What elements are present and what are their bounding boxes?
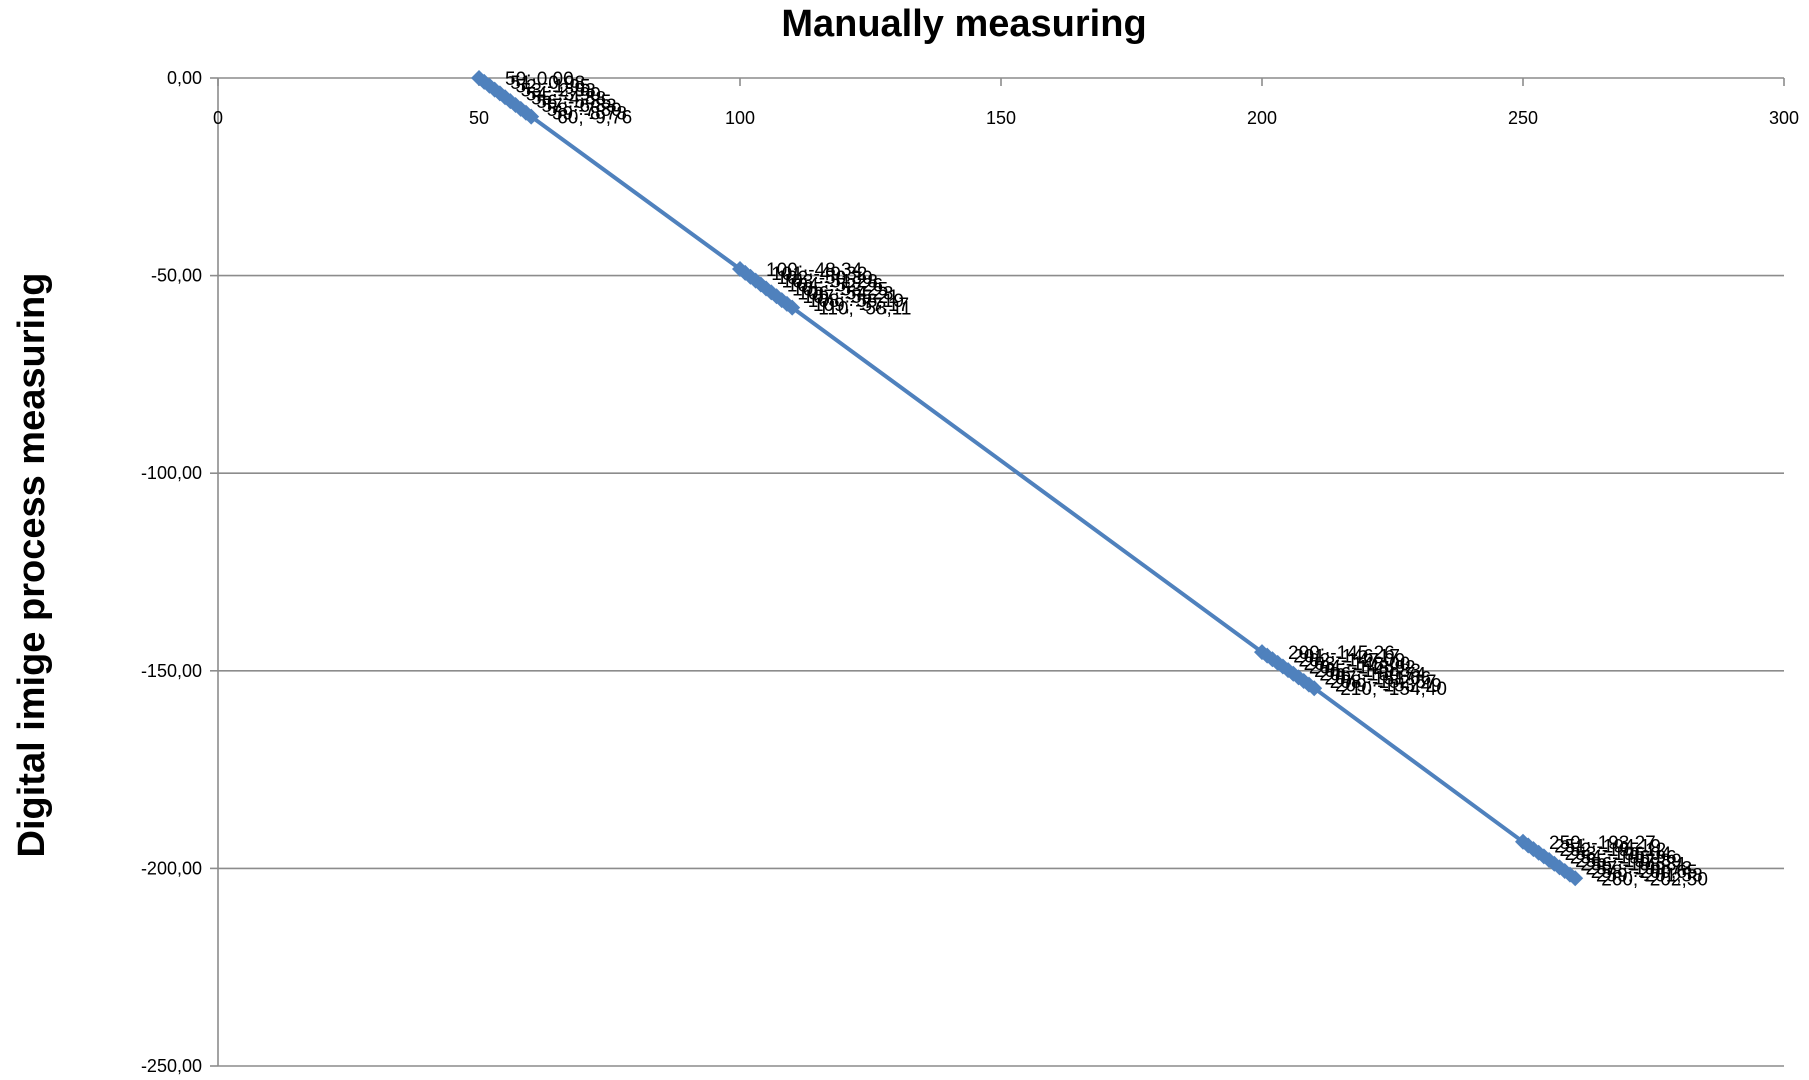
y-tick-label: -50,00 — [151, 266, 202, 286]
data-label: 108; -56,19 — [808, 291, 904, 312]
x-tick-label: 50 — [469, 108, 489, 128]
data-label: 253; -196,04 — [1565, 844, 1672, 865]
data-label: 103; -51,28 — [782, 272, 878, 293]
data-label: 206; -150,74 — [1319, 665, 1426, 686]
data-label: 209; -153,49 — [1335, 676, 1442, 697]
data-point-marker — [523, 108, 540, 125]
x-tick-label: 150 — [986, 108, 1016, 128]
data-label: 56; -5,85 — [536, 92, 611, 113]
grid-lines — [218, 274, 1784, 1067]
data-label: 106; -54,23 — [797, 283, 893, 304]
y-axis-label: Digital imige process measuring — [11, 273, 53, 858]
data-label: 107; -55,21 — [803, 287, 899, 308]
data-label: 55; -4,88 — [531, 88, 606, 109]
y-tick-label: -250,00 — [141, 1056, 202, 1076]
data-label: 54; -3,90 — [526, 84, 601, 105]
y-tick-label: 0,00 — [167, 68, 202, 88]
data-label: 53; -2,93 — [521, 81, 596, 102]
data-label: 251; -194,19 — [1554, 836, 1661, 857]
data-label: 101; -49,32 — [771, 264, 867, 285]
data-point-marker — [1306, 680, 1323, 697]
data-label: 255; -197,89 — [1575, 851, 1682, 872]
data-label: 257; -199,73 — [1586, 858, 1693, 879]
data-label: 208; -152,57 — [1330, 672, 1437, 693]
data-label: 57; -6,83 — [542, 96, 617, 117]
data-label: 58; -7,80 — [547, 100, 622, 121]
data-series — [471, 70, 1584, 887]
data-label: 59; -8,78 — [552, 104, 627, 125]
x-tick-label: 300 — [1769, 108, 1799, 128]
data-label: 250; -193,27 — [1549, 833, 1656, 854]
data-label: 258; -200,65 — [1591, 862, 1698, 883]
axes: 0,00 -50,00 -100,00 -150,00 -200,00 -250,00 0 5… — [141, 68, 1799, 1076]
data-label: 210; -154,40 — [1340, 679, 1447, 700]
data-label: 203; -148,00 — [1304, 654, 1411, 675]
data-label: 254; -196,96 — [1570, 847, 1677, 868]
data-label: 202; -147,09 — [1298, 650, 1405, 671]
data-label: 50; 0,00 — [505, 69, 574, 90]
y-tick-label: -200,00 — [141, 858, 202, 878]
x-tick-label: 100 — [725, 108, 755, 128]
data-label: 204; -148,92 — [1309, 658, 1416, 679]
data-label: 52; -1,95 — [515, 77, 590, 98]
data-label: 252; -195,12 — [1559, 840, 1666, 861]
data-label: 110; -58,11 — [818, 299, 911, 320]
data-point-marker — [1567, 870, 1584, 887]
data-point-marker — [784, 299, 801, 316]
data-label: 259; -201,58 — [1596, 866, 1703, 887]
data-label: 100; -48,34 — [766, 260, 863, 281]
x-tick-label: 0 — [213, 108, 223, 128]
data-label: 260; -202,50 — [1601, 869, 1708, 890]
data-label: 51; -0,98 — [510, 73, 585, 94]
data-label: 104; -52,26 — [787, 276, 883, 297]
data-label: 105; -53,25 — [792, 279, 888, 300]
y-tick-label: -100,00 — [141, 463, 202, 483]
x-tick-label: 250 — [1508, 108, 1538, 128]
data-label: 60; -9,76 — [557, 108, 632, 129]
chart-title: Manually measuring — [781, 3, 1146, 45]
series-line — [477, 76, 1577, 880]
x-tick-label: 200 — [1247, 108, 1277, 128]
data-label: 256; -198,81 — [1580, 855, 1687, 876]
data-label: 102; -50,30 — [776, 268, 872, 289]
y-tick-label: -150,00 — [141, 661, 202, 681]
data-label: 200; -145,26 — [1288, 643, 1395, 664]
data-label: 205; -149,83 — [1314, 661, 1421, 682]
data-label: 109; -57,17 — [813, 295, 909, 316]
data-label: 201; -146,17 — [1293, 647, 1400, 668]
data-label: 207; -151,66 — [1325, 668, 1432, 689]
